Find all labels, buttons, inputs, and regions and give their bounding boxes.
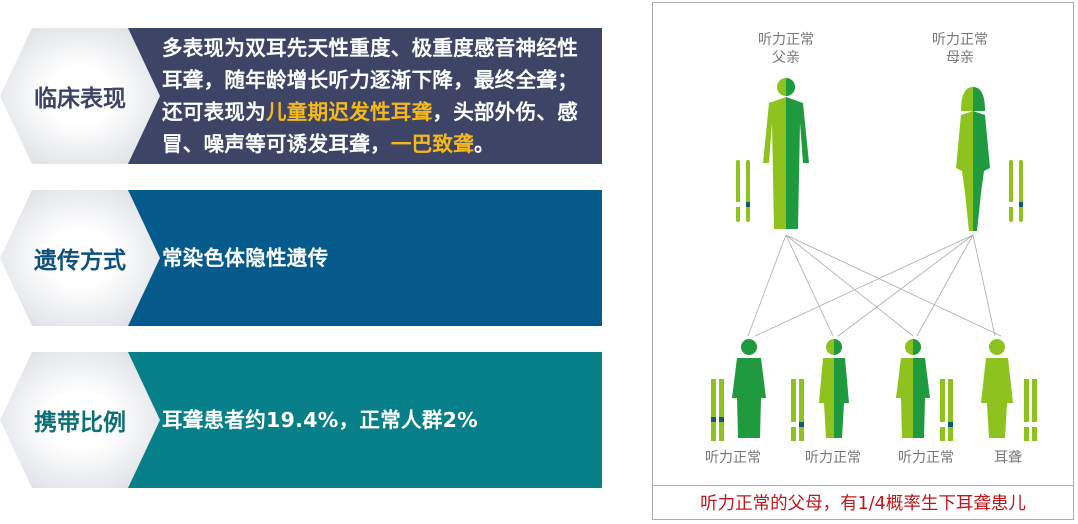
hexagon-label: 临床表现 — [0, 28, 160, 164]
child-4-label: 耳聋 — [994, 450, 1022, 466]
highlight-late-onset: 儿童期迟发性耳聋 — [266, 100, 433, 124]
row-label: 遗传方式 — [34, 248, 126, 274]
child-3-label: 听力正常 — [898, 450, 954, 466]
carrier-text: 耳聋患者约19.4%，正常人群2% — [162, 408, 479, 432]
mother-figure — [956, 87, 1023, 231]
text-part: 多表现为双耳先天性重度、极重度感音神经性耳聋，随年龄增长听力逐渐下降，最终全聋；… — [162, 36, 578, 124]
text-part: ，头部外伤、感冒、噪声等可诱发耳聋， — [162, 100, 579, 156]
label-line: 听力正常 — [758, 32, 814, 48]
carrier-panel: 耳聋患者约19.4%，正常人群2% — [120, 352, 602, 488]
diagram-caption: 听力正常的父母，有1/4概率生下耳聋患儿 — [653, 485, 1073, 519]
child-2-label: 听力正常 — [805, 450, 861, 466]
row-label: 携带比例 — [34, 410, 126, 436]
row-carrier: 耳聋患者约19.4%，正常人群2% 携带比例 — [0, 352, 602, 488]
highlight-single-dose: 一巴致聋 — [390, 132, 475, 156]
text-part: 。 — [474, 132, 495, 156]
connection-lines — [747, 234, 1002, 337]
inheritance-text: 常染色体隐性遗传 — [162, 246, 329, 270]
father-label: 听力正常 父亲 — [736, 31, 836, 67]
child-4-figure — [981, 339, 1037, 441]
label-line: 听力正常 — [932, 32, 988, 48]
hexagon-label: 携带比例 — [0, 352, 160, 488]
row-inheritance: 常染色体隐性遗传 遗传方式 — [0, 190, 602, 326]
hexagon-label: 遗传方式 — [0, 190, 160, 326]
father-figure — [736, 78, 809, 229]
inheritance-panel: 常染色体隐性遗传 — [120, 190, 602, 326]
pedigree-graphic — [711, 78, 1037, 441]
child-2-figure — [791, 339, 849, 441]
label-line: 父亲 — [772, 50, 800, 66]
clinical-panel: 多表现为双耳先天性重度、极重度感音神经性耳聋，随年龄增长听力逐渐下降，最终全聋；… — [120, 28, 602, 164]
row-clinical: 多表现为双耳先天性重度、极重度感音神经性耳聋，随年龄增长听力逐渐下降，最终全聋；… — [0, 28, 602, 164]
child-3-figure — [896, 339, 953, 441]
child-1-figure — [711, 339, 766, 441]
child-1-label: 听力正常 — [705, 450, 761, 466]
label-line: 母亲 — [946, 50, 974, 66]
clinical-text: 多表现为双耳先天性重度、极重度感音神经性耳聋，随年龄增长听力逐渐下降，最终全聋；… — [120, 32, 602, 160]
mother-label: 听力正常 母亲 — [910, 31, 1010, 67]
inheritance-diagram: 听力正常 父亲 听力正常 母亲 — [652, 2, 1074, 520]
row-label: 临床表现 — [34, 86, 126, 112]
